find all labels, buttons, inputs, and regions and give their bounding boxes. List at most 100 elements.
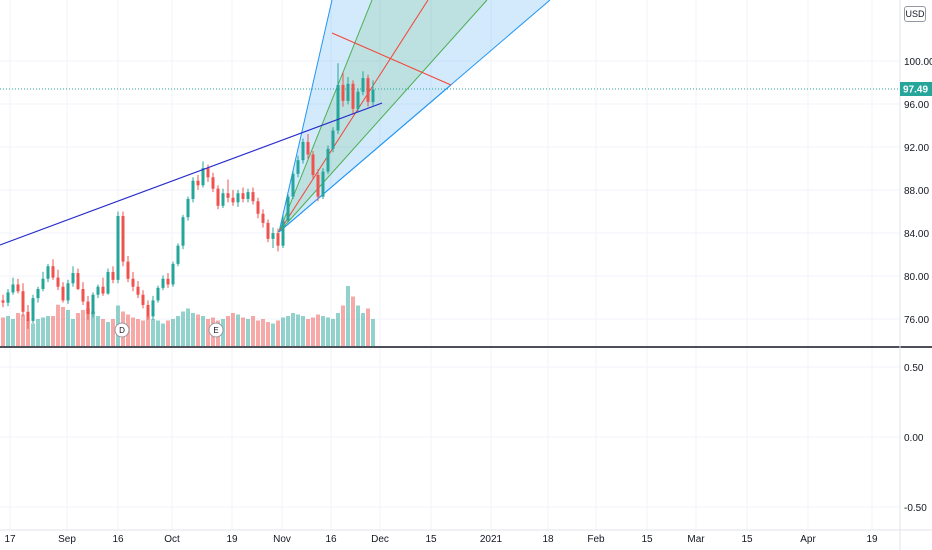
volume-bar [76, 313, 80, 346]
volume-bar [296, 314, 300, 346]
volume-bar [341, 305, 345, 346]
time-tick-label: 18 [542, 534, 554, 545]
volume-bar [361, 313, 365, 346]
candle [146, 300, 150, 320]
volume-bar [96, 316, 100, 346]
candle [156, 285, 160, 303]
currency-button[interactable]: USD [904, 6, 926, 22]
candle [191, 177, 195, 203]
volume-bar [56, 304, 60, 346]
time-tick-label: 19 [226, 534, 238, 545]
last-price-label: 97.49 [903, 85, 928, 96]
indicator-axis[interactable]: 0.50 0.00 -0.50 [904, 363, 927, 514]
volume-bar [71, 319, 75, 346]
candle [171, 261, 175, 287]
candle [41, 271, 45, 292]
candle [351, 80, 355, 115]
volume-bar [331, 319, 335, 346]
event-marker[interactable]: D [114, 322, 130, 338]
candle [176, 243, 180, 267]
volume-bar [66, 310, 70, 346]
candle [221, 188, 225, 209]
candle [21, 283, 25, 317]
volume-bar [241, 317, 245, 346]
candle [331, 127, 335, 153]
trendline[interactable] [0, 102, 383, 246]
candle [71, 266, 75, 287]
volume-bar [101, 319, 105, 346]
time-axis[interactable]: 17 Sep 16 Oct 19 Nov 16 Dec 15 2021 18 Feb 15 Mar 15 Ap… [0, 529, 932, 545]
candle [46, 263, 50, 283]
candle [211, 172, 215, 193]
candle [261, 209, 265, 228]
candle [96, 284, 100, 299]
time-tick-label: Apr [800, 534, 816, 545]
time-tick-label: Nov [273, 534, 291, 545]
candle [246, 188, 250, 203]
volume-bar [81, 310, 85, 346]
volume-bar [151, 319, 155, 346]
volume-bar [226, 316, 230, 346]
candle [16, 278, 20, 294]
volume-bar [231, 313, 235, 346]
time-tick-label: 15 [425, 534, 437, 545]
volume-bar [16, 313, 20, 346]
volume-bar [111, 319, 115, 346]
candle [61, 282, 65, 303]
event-marker[interactable]: E [208, 322, 224, 338]
volume-bar [141, 320, 145, 346]
volume-bar [271, 323, 275, 346]
candle [81, 282, 85, 305]
volume-bar [336, 313, 340, 346]
candle [166, 273, 170, 288]
time-tick-label: 19 [866, 534, 878, 545]
volume-bar [206, 319, 210, 346]
fan-line [278, 0, 488, 233]
candle [316, 169, 320, 202]
price-tick-label: 100.00 [904, 57, 932, 68]
candle [131, 271, 135, 292]
time-tick-label: Dec [371, 534, 389, 545]
candle [361, 71, 365, 96]
price-tick-label: 76.00 [904, 315, 929, 326]
volume-bar [171, 319, 175, 346]
candle [121, 211, 125, 267]
fan-line [278, 0, 429, 233]
volume-bars [1, 286, 375, 346]
candle [6, 289, 10, 307]
candle [161, 275, 165, 291]
candle [136, 281, 140, 299]
fan-line [278, 0, 333, 233]
time-tick-label: Mar [687, 534, 705, 545]
candle [86, 295, 90, 320]
volume-bar [351, 296, 355, 346]
candle [36, 286, 40, 303]
candle [201, 161, 205, 188]
volume-bar [11, 319, 15, 346]
volume-bar [51, 316, 55, 346]
gann-fan-drawing[interactable] [278, 0, 551, 233]
price-tick-label: 92.00 [904, 143, 929, 154]
candle [356, 88, 360, 113]
candle [106, 268, 110, 295]
fan-line [278, 84, 452, 233]
price-axis[interactable]: 100.00 96.00 92.00 88.00 84.00 80.00 76.00 [904, 57, 932, 326]
candle [111, 266, 115, 284]
candle [31, 294, 35, 324]
volume-bar [236, 314, 240, 346]
candle [326, 145, 330, 174]
time-tick-label: 2021 [480, 534, 503, 545]
time-tick-label: Sep [58, 534, 76, 545]
volume-bar [61, 307, 65, 346]
time-tick-label: 16 [112, 534, 124, 545]
candle [306, 133, 310, 160]
volume-bar [176, 316, 180, 346]
volume-bar [311, 317, 315, 346]
candle [281, 214, 285, 248]
volume-bar [1, 317, 5, 346]
volume-bar [301, 316, 305, 346]
candlesticks [1, 63, 375, 329]
price-tick-label: 80.00 [904, 272, 929, 283]
time-tick-label: 17 [4, 534, 16, 545]
